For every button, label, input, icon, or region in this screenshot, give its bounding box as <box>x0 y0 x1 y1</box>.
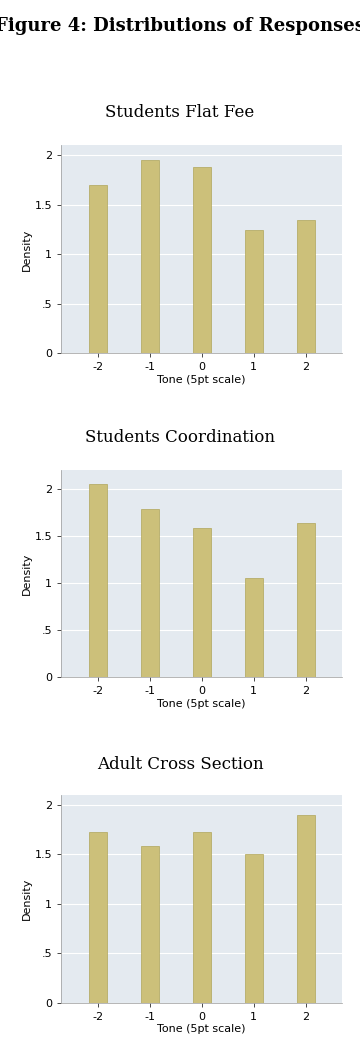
Bar <box>244 579 263 677</box>
Text: Students Coordination: Students Coordination <box>85 429 275 446</box>
Y-axis label: Density: Density <box>22 553 32 594</box>
Bar <box>89 832 107 1003</box>
Bar <box>193 167 211 353</box>
X-axis label: Tone (5pt scale): Tone (5pt scale) <box>157 375 246 385</box>
Bar <box>297 219 315 353</box>
Y-axis label: Density: Density <box>22 878 32 920</box>
X-axis label: Tone (5pt scale): Tone (5pt scale) <box>157 699 246 710</box>
Bar <box>89 484 107 677</box>
Bar <box>244 854 263 1003</box>
Bar <box>297 524 315 677</box>
Bar <box>140 509 159 677</box>
Bar <box>140 847 159 1003</box>
Bar <box>193 528 211 677</box>
Bar <box>89 185 107 353</box>
Text: Students Flat Fee: Students Flat Fee <box>105 104 255 121</box>
Text: Adult Cross Section: Adult Cross Section <box>97 756 263 773</box>
X-axis label: Tone (5pt scale): Tone (5pt scale) <box>157 1024 246 1035</box>
Bar <box>193 832 211 1003</box>
Bar <box>244 230 263 353</box>
Text: Figure 4: Distributions of Responses: Figure 4: Distributions of Responses <box>0 17 360 34</box>
Y-axis label: Density: Density <box>22 229 32 270</box>
Bar <box>140 160 159 353</box>
Bar <box>297 815 315 1003</box>
